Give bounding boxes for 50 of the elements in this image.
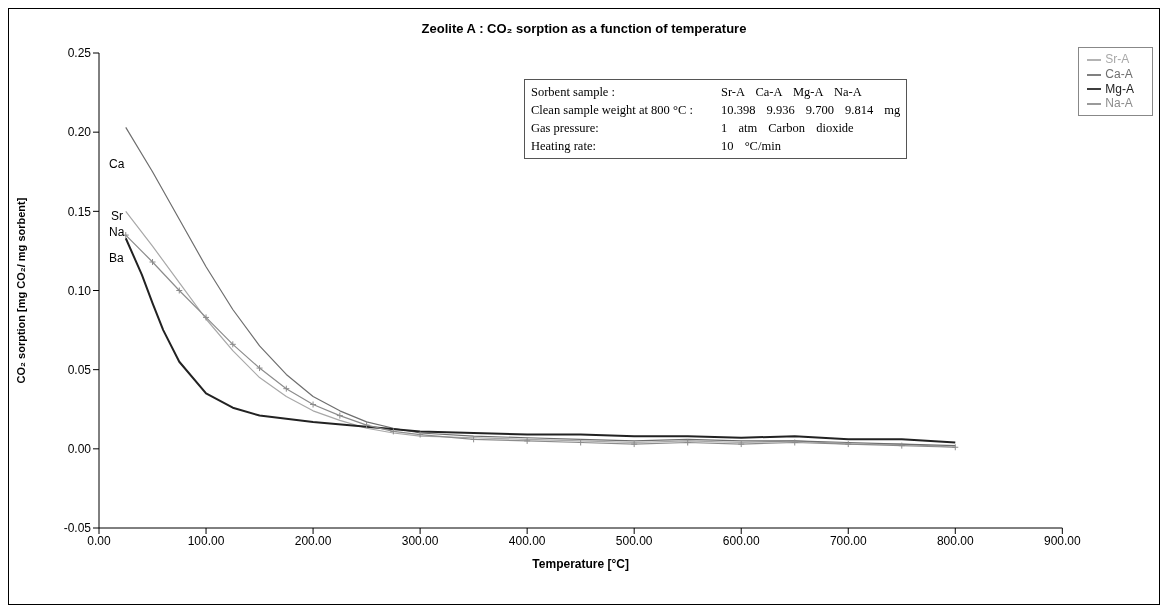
annotation: 1 atm Carbon dioxide — [721, 120, 854, 137]
x-tick-label: 500.00 — [615, 533, 653, 548]
point — [309, 401, 317, 408]
y-tick-label: 0.05 — [67, 362, 92, 377]
point — [202, 313, 210, 321]
point — [844, 440, 852, 448]
point — [256, 364, 264, 372]
y-tick-label: 0.00 — [67, 442, 92, 457]
x-tick-label: 300.00 — [401, 533, 439, 548]
legend-label: Sr-A — [1105, 52, 1130, 66]
point — [737, 440, 745, 448]
y-tick-label: 0.10 — [67, 283, 92, 298]
annotation: Clean sample weight at 800 °C : — [531, 102, 694, 119]
point — [898, 442, 906, 450]
x-tick-label: 700.00 — [829, 533, 867, 548]
annotation: Na — [109, 225, 125, 239]
point — [363, 421, 371, 429]
point — [336, 412, 344, 420]
legend-label: Na-A — [1105, 96, 1133, 111]
point — [149, 258, 157, 266]
x-tick-label: 0.00 — [87, 533, 111, 548]
point — [282, 385, 290, 393]
legend-label: Mg-A — [1105, 81, 1134, 96]
chart-title: Zeolite A : CO₂ sorption as a function of temperature — [420, 20, 748, 38]
annotation: Sr-A Ca-A Mg-A Na-A — [721, 84, 862, 101]
annotation: 10 °C/min — [721, 138, 781, 155]
x-tick-label: 100.00 — [187, 533, 225, 548]
point — [630, 440, 638, 448]
x-tick-label: 200.00 — [294, 533, 332, 548]
y-tick-label: 0.15 — [67, 204, 92, 219]
point — [523, 437, 531, 445]
annotation: Ca — [109, 157, 125, 171]
legend-label: Ca-A — [1105, 66, 1133, 81]
annotation: Ba — [109, 251, 124, 265]
annotation: 10.398 9.936 9.700 9.814 mg — [721, 102, 901, 119]
x-axis-title: Temperature [°C] — [532, 557, 629, 571]
y-axis-title: CO₂ sorption [mg CO₂/ mg sorbent] — [14, 197, 27, 384]
annotation: Gas pressure: — [531, 120, 600, 137]
y-tick-label: 0.25 — [67, 46, 92, 61]
x-tick-label: 900.00 — [1043, 533, 1082, 548]
y-tick-label: -0.05 — [63, 521, 92, 536]
annotation: Heating rate: — [531, 138, 597, 155]
y-tick-label: 0.20 — [67, 125, 92, 140]
point — [229, 340, 237, 348]
x-tick-label: 800.00 — [936, 533, 974, 548]
x-tick-label: 400.00 — [508, 533, 546, 548]
point — [175, 287, 183, 294]
annotation: Sorbent sample : — [531, 84, 616, 101]
annotation: Sr — [111, 209, 123, 223]
x-tick-label: 600.00 — [722, 533, 760, 548]
